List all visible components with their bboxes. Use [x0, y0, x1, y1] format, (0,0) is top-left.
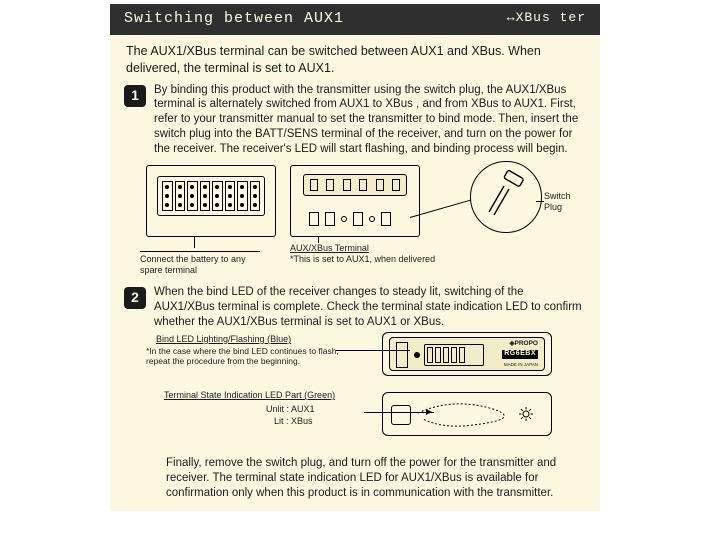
state-unlit: Unlit : AUX1 [266, 404, 315, 414]
brand-made: MADE IN JAPAN [504, 362, 538, 368]
battery-caption: Connect the battery to any spare termina… [140, 251, 260, 275]
leader-line [194, 237, 195, 248]
terminal-caption: AUX/XBus Terminal *This is set to AUX1, … [290, 243, 480, 264]
receiver-bottom [382, 392, 552, 436]
receiver-box-left [146, 165, 276, 237]
connector-strip [157, 176, 265, 216]
state-led-label: Terminal State Indication LED Part (Gree… [164, 390, 335, 400]
terminal-title: AUX/XBus Terminal [290, 243, 369, 253]
step-number-badge: 1 [124, 85, 146, 107]
bind-led-icon [414, 352, 420, 358]
leader-line [336, 350, 410, 351]
state-lit: Lit : XBus [274, 416, 313, 426]
step-2: 2 When the bind LED of the receiver chan… [110, 283, 600, 332]
step-2-text: When the bind LED of the receiver change… [154, 285, 584, 330]
step-number-badge: 2 [124, 287, 146, 309]
brand-model: RG6EBX [502, 350, 538, 359]
step-1-text: By binding this product with the transmi… [154, 83, 584, 158]
receiver-top: ◈PROPO RG6EBX MADE IN JAPAN [382, 332, 552, 376]
leader-line [364, 412, 434, 413]
switch-plug-label: Switch Plug [544, 191, 584, 212]
diagram-1: Connect the battery to any spare termina… [140, 161, 584, 281]
header-title: Switching between AUX1 [124, 10, 344, 29]
receiver-box-right [290, 165, 420, 237]
arrow-icon [426, 409, 432, 415]
terminal-note: *This is set to AUX1, when delivered [290, 254, 435, 264]
cable-loop-icon [413, 399, 543, 433]
final-text: Finally, remove the switch plug, and tur… [110, 454, 600, 505]
header-bar: Switching between AUX1 ↔XBus ter [110, 4, 600, 35]
brand-propo: ◈PROPO [510, 340, 538, 348]
document-page: Switching between AUX1 ↔XBus ter The AUX… [110, 4, 600, 511]
step-1: 1 By binding this product with the trans… [110, 81, 600, 160]
bind-led-note: *In the case where the bind LED continue… [146, 347, 346, 367]
header-subtitle: ↔XBus ter [507, 10, 586, 29]
diagram-2: ◈PROPO RG6EBX MADE IN JAPAN Bind LED Lig [146, 332, 584, 452]
switch-plug-callout [470, 161, 542, 233]
intro-text: The AUX1/XBus terminal can be switched b… [110, 35, 600, 81]
bind-led-label: Bind LED Lighting/Flashing (Blue) [156, 334, 291, 344]
top-strip [303, 174, 407, 196]
